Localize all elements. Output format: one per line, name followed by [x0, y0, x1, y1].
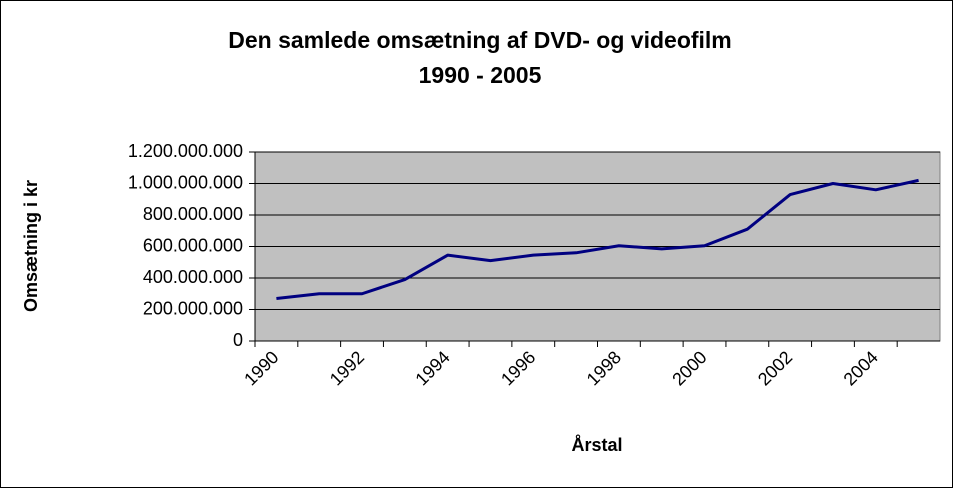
- y-tick-label: 0: [233, 330, 243, 350]
- chart-title: 1990 - 2005: [419, 62, 542, 88]
- y-tick-label: 400.000.000: [143, 267, 243, 287]
- y-tick-label: 800.000.000: [143, 204, 243, 224]
- x-axis-title: Årstal: [571, 435, 622, 455]
- data-line: [276, 178, 919, 300]
- y-tick-label: 600.000.000: [143, 235, 243, 255]
- y-tick-label: 1.200.000.000: [128, 141, 243, 161]
- y-axis-title: Omsætning i kr: [21, 180, 41, 312]
- chart-title: Den samlede omsætning af DVD- og videofi…: [228, 27, 732, 53]
- y-tick-label: 200.000.000: [143, 298, 243, 318]
- y-tick-label: 1.000.000.000: [128, 172, 243, 192]
